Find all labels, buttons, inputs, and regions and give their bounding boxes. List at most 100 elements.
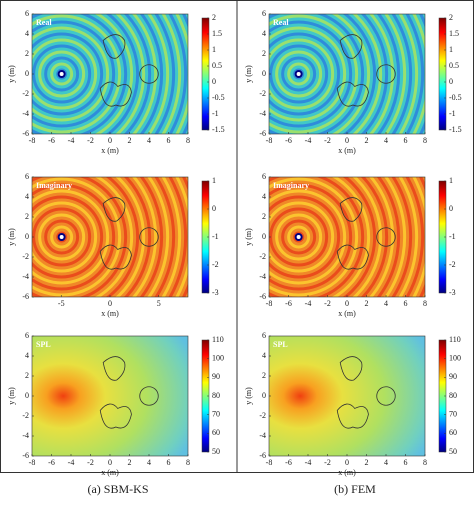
x-tick-label: -6 [48, 136, 55, 145]
wave-ring [398, 177, 419, 297]
x-tick-label: -8 [266, 458, 273, 467]
wave-ring [281, 56, 317, 92]
x-tick-label: 8 [423, 136, 427, 145]
panel-label: Real [273, 18, 289, 27]
x-tick-label: -8 [29, 136, 36, 145]
x-tick-label: 5 [157, 299, 161, 308]
wave-ring [50, 62, 74, 86]
x-axis-label: x (m) [338, 146, 356, 155]
field [269, 177, 425, 297]
colorbar-tick-label: 100 [449, 353, 461, 362]
x-tick-label: -6 [48, 458, 55, 467]
colorbar-tick-label: 0 [449, 204, 453, 213]
wave-ring [32, 38, 98, 110]
wave-ring [161, 177, 182, 297]
wave-ring [38, 213, 86, 261]
wave-ring [115, 177, 146, 297]
x-tick-label: 4 [147, 136, 151, 145]
colorbar [438, 17, 447, 131]
wave-ring [360, 14, 389, 134]
wave-ring [139, 177, 164, 297]
scatterer [102, 356, 126, 381]
scatterer [376, 386, 396, 406]
wave-ring [115, 14, 146, 134]
wave-ring [154, 177, 176, 297]
wave-ring [32, 26, 110, 122]
x-axis-label: x (m) [338, 309, 356, 318]
scatterer [139, 227, 159, 247]
x-tick-label: 6 [404, 299, 408, 308]
source [294, 233, 303, 241]
colorbar-tick-label: -2 [212, 260, 219, 269]
scatterer [339, 197, 363, 222]
y-tick-label: 0 [25, 391, 29, 400]
wave-ring [44, 56, 80, 92]
x-tick-label: 2 [365, 136, 369, 145]
y-tick-label: 0 [262, 391, 266, 400]
x-tick-label: 6 [404, 458, 408, 467]
wave-ring [369, 14, 395, 134]
scatterer [336, 81, 369, 107]
colorbar-tick-label: -1 [449, 232, 456, 241]
y-tick-label: 4 [262, 351, 266, 360]
y-tick-label: -6 [22, 129, 29, 138]
y-tick-label: -2 [259, 252, 266, 261]
wave-ring [32, 32, 104, 116]
x-tick-label: 6 [167, 458, 171, 467]
x-tick-label: -5 [58, 299, 65, 308]
colorbar-tick-label: 80 [212, 391, 220, 400]
field [32, 336, 188, 456]
y-tick-label: -4 [259, 272, 266, 281]
wave-ring [147, 177, 170, 297]
wave-ring [287, 62, 311, 86]
wave-ring [32, 195, 104, 279]
y-tick-label: -2 [259, 89, 266, 98]
field [269, 336, 425, 456]
colorbar-tick-label: 110 [212, 335, 224, 344]
wave-ring [32, 20, 116, 128]
x-tick-label: -2 [87, 136, 94, 145]
colorbar-tick-label: -3 [212, 288, 219, 297]
colorbar-tick-label: 1.5 [449, 29, 459, 38]
wave-ring [342, 14, 377, 134]
y-tick-label: 6 [262, 9, 266, 18]
colorbar-tick-label: -1 [212, 109, 219, 118]
wave-ring [32, 201, 98, 273]
colorbar-tick-label: 70 [212, 409, 220, 418]
x-tick-label: -4 [68, 458, 75, 467]
wave-ring [32, 189, 110, 285]
colorbar-tick-label: 60 [212, 428, 220, 437]
y-tick-label: 6 [25, 172, 29, 181]
y-tick-label: -6 [22, 451, 29, 460]
wave-ring [94, 14, 134, 134]
scatterer [339, 34, 363, 59]
x-tick-label: -8 [29, 458, 36, 467]
field [32, 177, 188, 297]
y-tick-label: 4 [262, 29, 266, 38]
panel-label: Imaginary [273, 181, 309, 190]
colorbar-tick-label: 1 [212, 45, 216, 54]
y-tick-label: -4 [259, 431, 266, 440]
scatterer [102, 34, 126, 59]
x-tick-label: 0 [108, 299, 112, 308]
field [269, 14, 425, 134]
scatterer [376, 64, 396, 84]
x-tick-label: -2 [324, 299, 331, 308]
y-tick-label: 4 [25, 351, 29, 360]
scatterer [99, 81, 132, 107]
wave-ring [132, 177, 158, 297]
wave-ring [269, 26, 347, 122]
wave-ring [269, 38, 335, 110]
x-tick-label: 8 [423, 458, 427, 467]
x-tick-label: -4 [305, 136, 312, 145]
scatterer [99, 403, 132, 429]
wave-ring [331, 14, 371, 134]
colorbar-tick-label: 100 [212, 353, 224, 362]
y-tick-label: 0 [25, 232, 29, 241]
wave-ring [132, 14, 158, 134]
y-tick-label: -6 [22, 292, 29, 301]
wave-ring [32, 14, 122, 134]
x-tick-label: 4 [147, 458, 151, 467]
y-tick-label: -2 [22, 252, 29, 261]
wave-ring [50, 225, 74, 249]
